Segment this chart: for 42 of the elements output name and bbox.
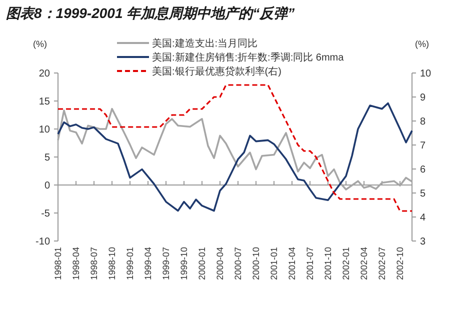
x-tick-label: 2000-04: [215, 247, 225, 280]
y2-tick-label: 6: [420, 164, 426, 176]
y2-tick-label: 7: [420, 140, 426, 152]
x-tick-label: 1998-04: [71, 247, 81, 280]
x-tick-label: 1999-01: [125, 247, 135, 280]
y-tick-label: 10: [38, 124, 50, 136]
legend-label: 美国:银行最优惠贷款利率(右): [152, 66, 282, 78]
chart-title: 图表8：1999-2001 年加息周期中地产的“反弹”: [6, 5, 295, 21]
y-tick-label: -10: [36, 236, 50, 248]
y-tick-label: 20: [38, 68, 50, 80]
x-tick-label: 2002-07: [377, 247, 387, 280]
x-tick-label: 2000-07: [233, 247, 243, 280]
y2-tick-label: 4: [420, 212, 426, 224]
x-tick-label: 2000-10: [251, 247, 261, 280]
y-tick-label: -5: [41, 208, 50, 220]
y-tick-label: 15: [38, 96, 50, 108]
x-tick-label: 1998-07: [89, 247, 99, 280]
y2-tick-label: 3: [420, 236, 426, 248]
y-tick-label: 5: [44, 152, 50, 164]
x-tick-label: 2000-01: [197, 247, 207, 280]
x-tick-label: 2002-04: [359, 247, 369, 280]
y2-tick-label: 8: [420, 116, 426, 128]
y2-axis-title: (%): [415, 39, 429, 49]
x-tick-label: 1999-04: [143, 247, 153, 280]
x-tick-label: 1998-10: [107, 247, 117, 280]
x-tick-label: 2001-01: [269, 247, 279, 280]
y-axis-title: (%): [33, 39, 47, 49]
x-tick-label: 2002-01: [341, 247, 351, 280]
y-tick-label: 0: [44, 180, 50, 192]
y2-tick-label: 9: [420, 92, 426, 104]
line-series: [57, 108, 413, 190]
x-tick-label: 1999-10: [179, 247, 189, 280]
x-tick-label: 2001-10: [323, 247, 333, 280]
y2-tick-label: 10: [420, 68, 432, 80]
x-tick-label: 1999-07: [161, 247, 171, 280]
x-tick-label: 2001-04: [287, 247, 297, 280]
legend-label: 美国:新建住房销售:折年数:季调:同比 6mma: [152, 52, 344, 64]
x-tick-label: 1998-01: [53, 247, 63, 280]
legend-label: 美国:建造支出:当月同比: [152, 38, 258, 50]
x-tick-label: 2002-10: [395, 247, 405, 280]
x-tick-label: 2001-07: [305, 247, 315, 280]
y2-tick-label: 5: [420, 188, 426, 200]
